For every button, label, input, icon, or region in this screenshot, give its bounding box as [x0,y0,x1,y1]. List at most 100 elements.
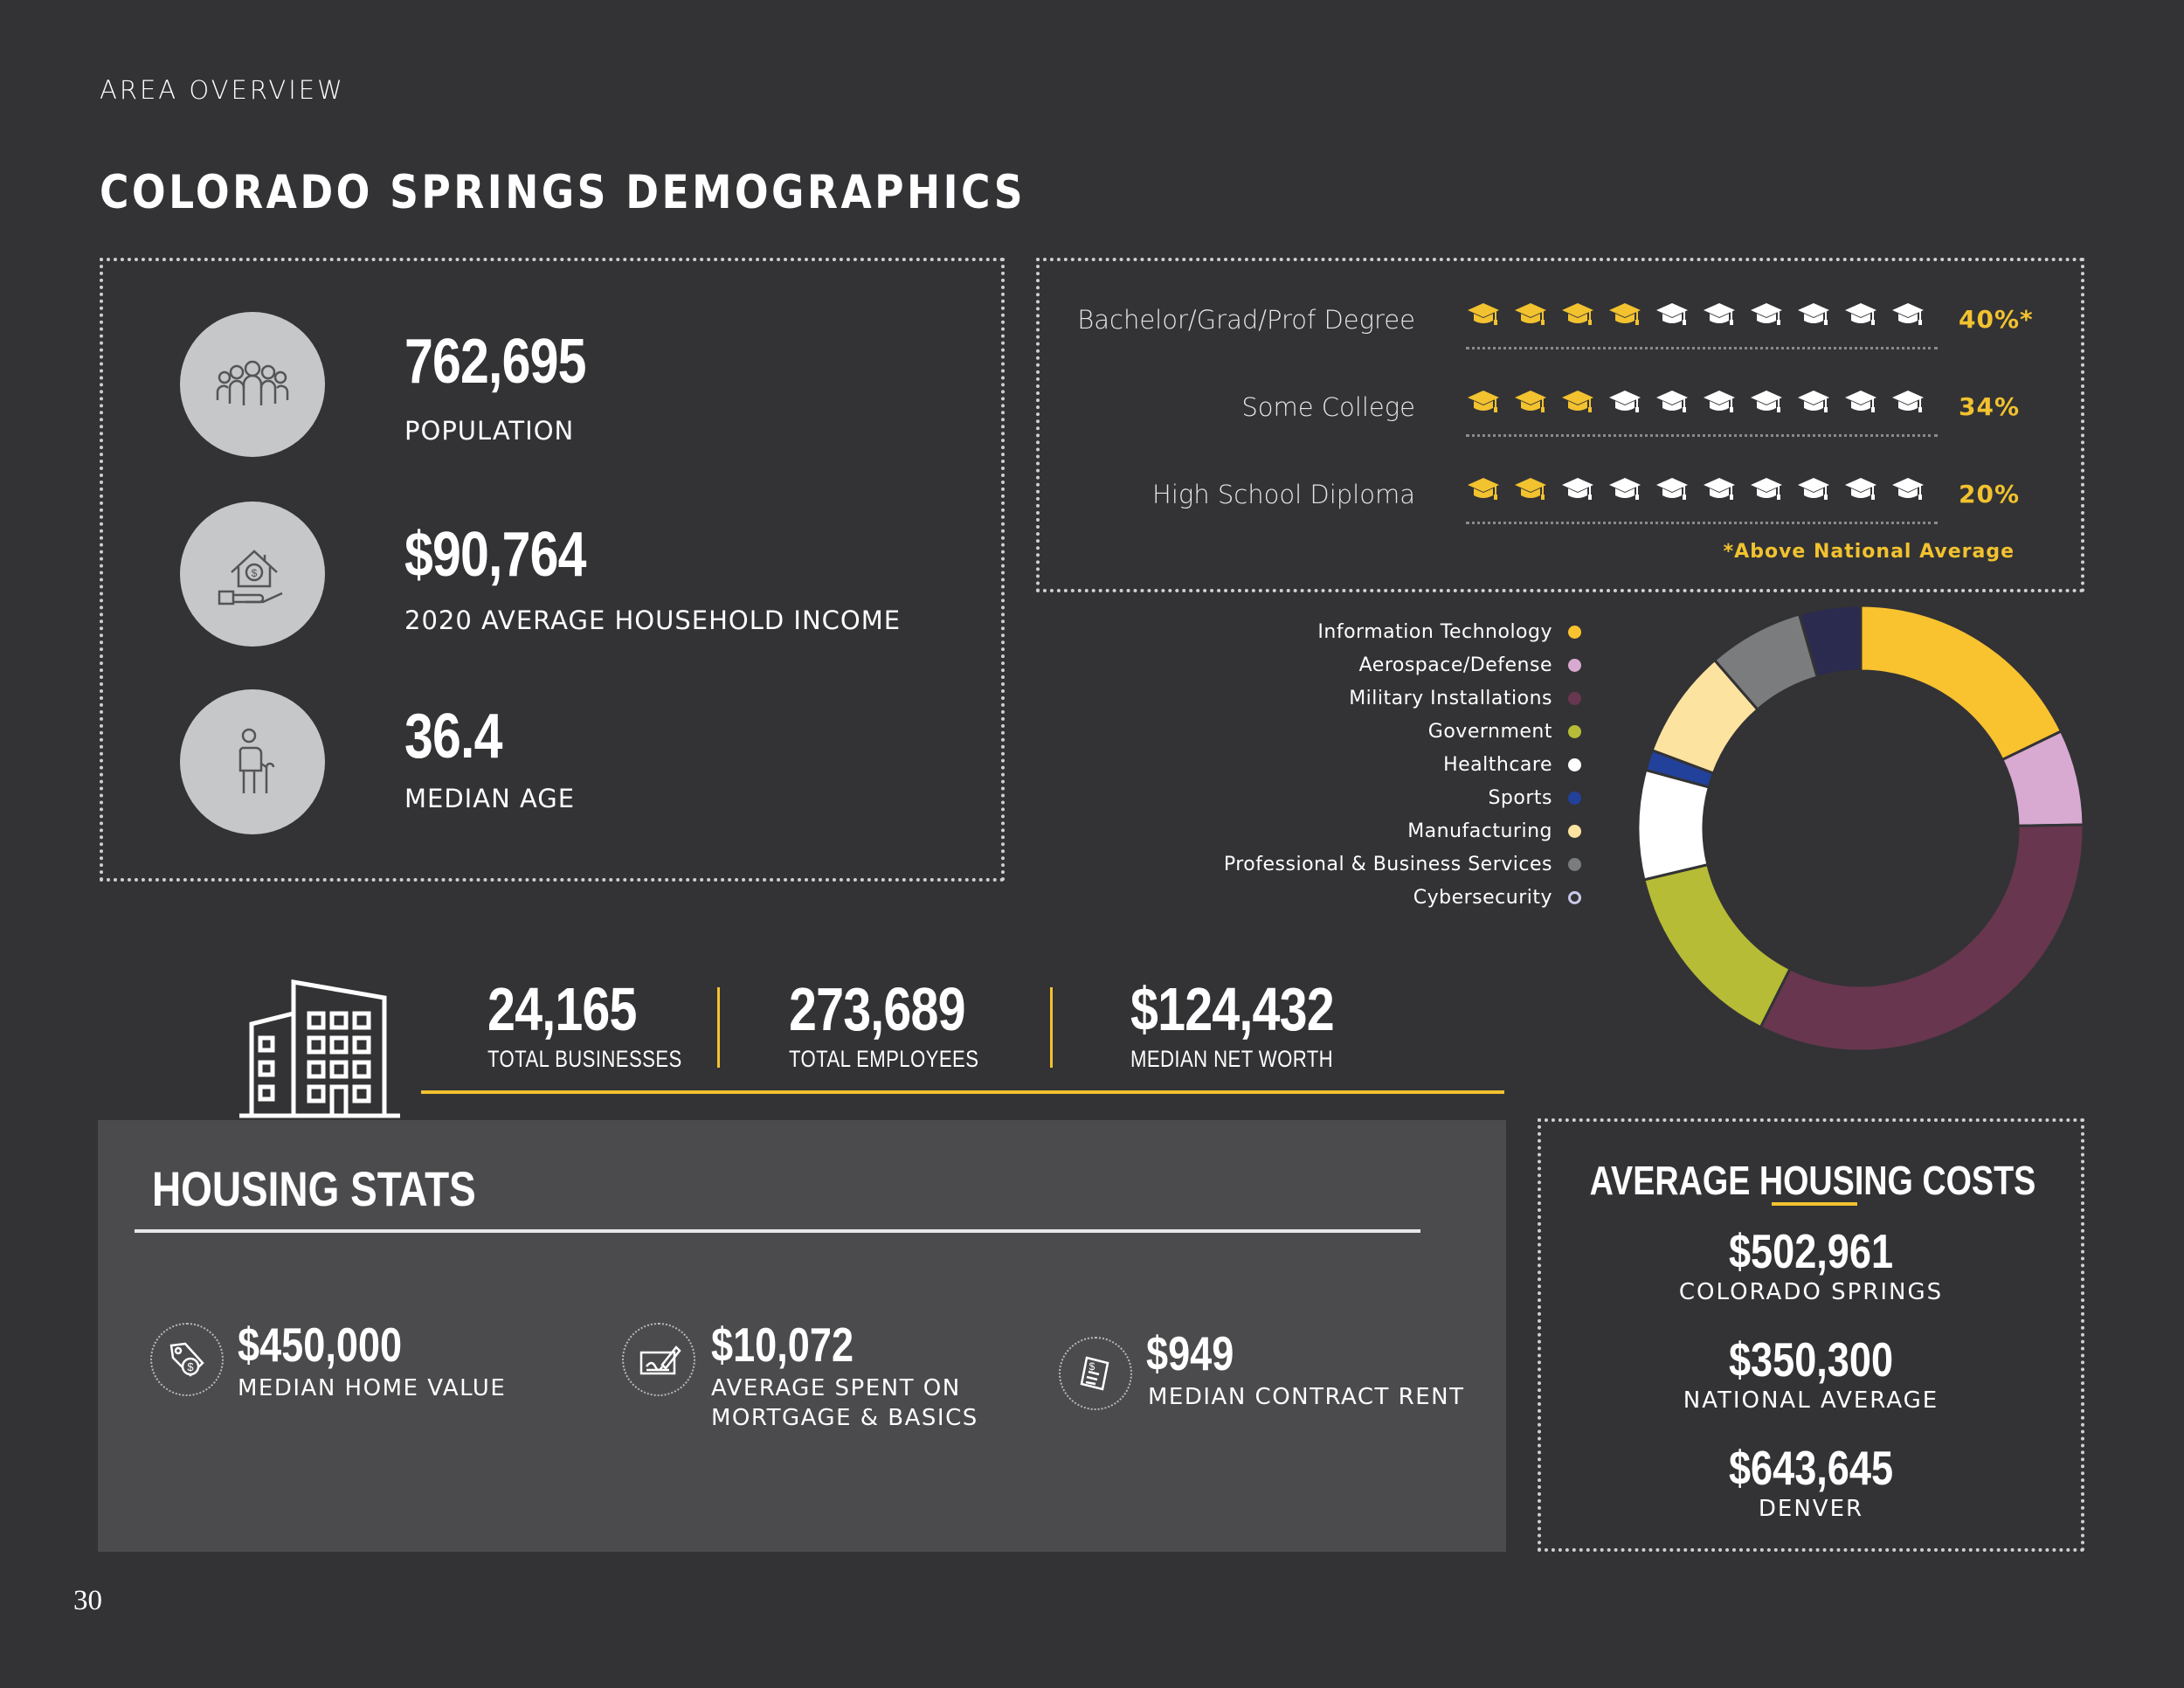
graduation-cap-filled-icon [1466,387,1501,417]
legend-item: Information Technology [1188,615,1581,648]
graduation-cap-filled-icon [1607,300,1642,329]
graduation-cap-icon [1890,300,1925,329]
graduation-cap-filled-icon [1466,300,1501,329]
key-stats-panel: 762,695 POPULATION $ $90,764 2020 AVERAG… [100,258,1005,882]
business-value: $124,432 [1130,975,1335,1043]
graduation-cap-filled-icon [1513,387,1548,417]
contract-dollar-icon: $ [1059,1337,1132,1410]
industry-legend: Information Technology Aerospace/Defense… [1188,615,1581,914]
graduation-cap-filled-icon [1513,474,1548,504]
population-value: 762,695 [404,327,586,397]
cost-value: $350,300 [1728,1332,1894,1387]
education-label: Bachelor/Grad/Prof Degree [1077,305,1415,335]
business-value: 24,165 [487,975,637,1043]
cost-value: $643,645 [1728,1441,1894,1495]
legend-swatch [1568,625,1581,639]
legend-item: Government [1188,715,1581,748]
mortgage-label: AVERAGE SPENT ON MORTGAGE & BASICS [711,1375,978,1431]
yellow-divider [717,987,720,1068]
education-row: High School Diploma 20% [1040,478,2088,532]
legend-item: Aerospace/Defense [1188,648,1581,681]
housing-title: HOUSING STATS [152,1161,476,1216]
business-label: TOTAL BUSINESSES [487,1046,682,1072]
page-title: COLORADO SPRINGS DEMOGRAPHICS [100,166,1026,219]
total-employees: 273,689 TOTAL EMPLOYEES [789,974,1020,1073]
donut-slice [1759,823,2085,1053]
graduation-cap-icon [1655,300,1690,329]
legend-label: Government [1427,720,1552,743]
cost-label: COLORADO SPRINGS [1678,1279,1944,1305]
housing-stats-panel: HOUSING STATS $ $450,000 MEDIAN HOME VAL… [98,1120,1506,1552]
legend-swatch [1568,758,1581,771]
legend-label: Healthcare [1443,753,1552,776]
graduation-cap-icon [1843,300,1878,329]
dotted-divider [1466,522,1938,524]
graduation-cap-icon [1702,474,1737,504]
legend-item: Sports [1188,781,1581,814]
education-row: Some College 34% [1040,391,2088,445]
education-percent: 40%* [1959,305,2034,334]
yellow-rule [421,1090,1504,1094]
section-label: AREA OVERVIEW [100,75,345,105]
graduation-caps [1466,474,1925,504]
legend-item: Military Installations [1188,681,1581,715]
cost-item: $502,961 COLORADO SPRINGS [1541,1223,2081,1305]
graduation-cap-icon [1749,300,1784,329]
graduation-cap-icon [1796,300,1831,329]
graduation-cap-filled-icon [1560,300,1595,329]
education-label: Some College [1241,392,1415,422]
legend-swatch [1568,824,1581,838]
legend-item: Manufacturing [1188,814,1581,847]
graduation-cap-icon [1796,474,1831,504]
contract-rent-value: $949 [1146,1326,1234,1380]
business-label: TOTAL EMPLOYEES [789,1046,979,1072]
graduation-cap-icon [1655,474,1690,504]
legend-swatch [1568,890,1581,904]
education-percent: 34% [1959,392,2021,421]
median-age-value: 36.4 [404,702,502,771]
education-row: Bachelor/Grad/Prof Degree 40%* [1040,303,2088,357]
people-group-icon [180,312,325,457]
signing-document-icon [622,1323,695,1396]
elderly-person-icon [180,689,325,834]
house-dollar-hand-icon: $ [180,502,325,647]
graduation-cap-filled-icon [1466,474,1501,504]
median-net-worth: $124,432 MEDIAN NET WORTH [1130,974,1379,1073]
median-home-value: $450,000 [238,1318,403,1372]
graduation-caps [1466,387,1925,417]
household-income-label: 2020 AVERAGE HOUSEHOLD INCOME [404,605,902,635]
legend-label: Cybersecurity [1413,886,1552,909]
cost-label: DENVER [1758,1496,1864,1522]
donut-slice [1797,604,1863,679]
dotted-divider [1466,434,1938,437]
donut-slice [1636,768,1711,882]
graduation-cap-icon [1702,300,1737,329]
legend-swatch [1568,857,1581,871]
graduation-cap-icon [1890,387,1925,417]
cost-item: $350,300 NATIONAL AVERAGE [1541,1332,2081,1414]
household-income-value: $90,764 [404,520,586,590]
housing-rule [135,1229,1420,1233]
legend-item: Cybersecurity [1188,881,1581,914]
legend-swatch [1568,791,1581,805]
business-label: MEDIAN NET WORTH [1130,1046,1334,1072]
graduation-cap-icon [1796,387,1831,417]
graduation-cap-filled-icon [1513,300,1548,329]
graduation-caps [1466,300,1925,329]
legend-label: Aerospace/Defense [1358,654,1552,676]
cost-label: NATIONAL AVERAGE [1683,1387,1939,1414]
median-home-label: MEDIAN HOME VALUE [238,1375,507,1401]
svg-text:$: $ [252,567,258,579]
education-footnote: *Above National Average [1723,541,2015,563]
legend-label: Manufacturing [1407,820,1552,842]
graduation-cap-filled-icon [1560,387,1595,417]
legend-label: Information Technology [1317,620,1552,643]
graduation-cap-icon [1749,387,1784,417]
legend-label: Sports [1488,786,1552,809]
legend-swatch [1568,658,1581,672]
costs-rule [1772,1202,1857,1206]
donut-slice [1859,604,2063,762]
legend-label: Military Installations [1349,687,1552,709]
average-housing-costs-panel: AVERAGE HOUSING COSTS $502,961 COLORADO … [1538,1118,2084,1552]
education-label: High School Diploma [1152,480,1415,509]
